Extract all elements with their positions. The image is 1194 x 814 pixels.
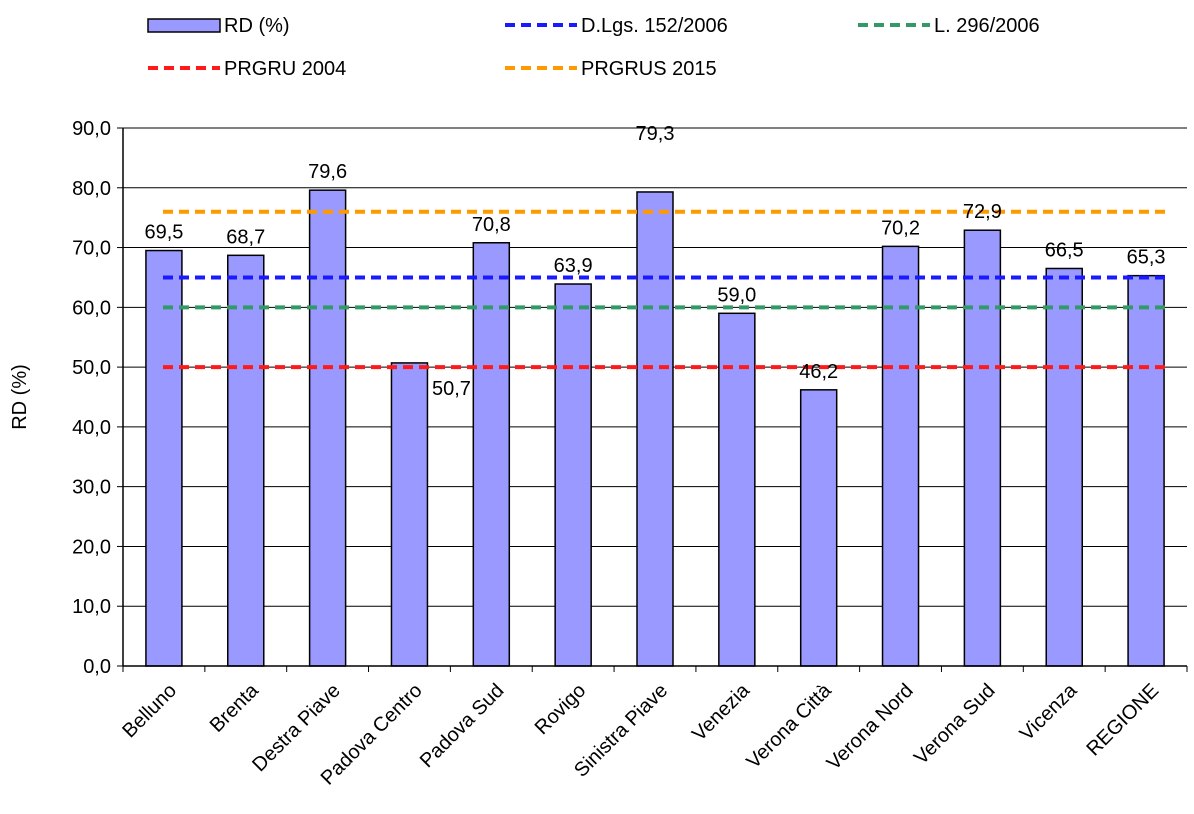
bar-sinistra-piave <box>636 191 674 667</box>
y-tick-label: 90,0 <box>72 118 111 140</box>
y-tick-label: 70,0 <box>72 238 111 260</box>
x-tick-label-rovigo: Rovigo <box>531 680 591 740</box>
y-tick-label: 30,0 <box>72 477 111 499</box>
legend-swatch <box>147 18 221 33</box>
data-label-destra-piave: 79,6 <box>308 161 347 183</box>
data-label-padova-centro: 50,7 <box>432 378 471 400</box>
bar-verona-citt <box>799 389 838 667</box>
bar-regione <box>1127 274 1165 667</box>
y-tick-labels: 0,0 10,0 20,0 30,0 40,0 50,0 60,0 70,0 80,0 90,0 <box>72 118 111 678</box>
data-label-verona-citt: 46,2 <box>799 361 838 383</box>
data-label-rovigo: 63,9 <box>554 255 593 277</box>
x-tick-label-verona-nord: Verona Nord <box>823 680 918 775</box>
data-label-venezia: 59,0 <box>717 284 756 306</box>
legend-label: PRGRU 2004 <box>224 58 346 80</box>
bar-destra-piave <box>308 189 347 667</box>
bar-vicenza <box>1045 267 1083 667</box>
data-label-belluno: 69,5 <box>144 222 183 244</box>
bar-belluno <box>145 249 183 667</box>
bar-brenta <box>227 254 265 667</box>
data-label-verona-sud: 72,9 <box>963 201 1002 223</box>
x-tick-label-venezia: Venezia <box>688 679 755 746</box>
legend-label: RD (%) <box>224 15 290 37</box>
legend-label: D.Lgs. 152/2006 <box>581 15 728 37</box>
y-axis-label: RD (%) <box>9 364 31 430</box>
legend-item-prgrus-2015: PRGRUS 2015 <box>505 58 717 80</box>
legend: RD (%) D.Lgs. 152/2006 L. 296/2006 PRGRU 20… <box>147 15 1040 80</box>
bar-rovigo <box>554 283 592 667</box>
y-tick-label: 80,0 <box>72 178 111 200</box>
data-label-brenta: 68,7 <box>226 226 265 248</box>
data-label-vicenza: 66,5 <box>1045 239 1084 261</box>
axes <box>117 127 1188 672</box>
data-label-padova-sud: 70,8 <box>472 214 511 236</box>
data-label-regione: 65,3 <box>1127 247 1166 269</box>
legend-label: PRGRUS 2015 <box>581 58 717 80</box>
x-tick-label-regione: REGIONE <box>1082 680 1163 761</box>
y-tick-label: 10,0 <box>72 596 111 618</box>
x-tick-label-verona-sud: Verona Sud <box>910 680 999 769</box>
legend-label: L. 296/2006 <box>934 15 1040 37</box>
bars <box>145 189 1165 667</box>
y-tick-label: 40,0 <box>72 417 111 439</box>
x-tick-label-vicenza: Vicenza <box>1016 679 1082 745</box>
x-tick-label-brenta: Brenta <box>206 679 264 737</box>
y-tick-label: 20,0 <box>72 536 111 558</box>
bar-padova-sud <box>472 242 511 667</box>
data-labels: 69,5 68,7 79,6 50,7 70,8 63,9 79,3 59,0 46,2 70,2… <box>144 123 1165 400</box>
y-tick-label: 50,0 <box>72 357 111 379</box>
legend-item-l-296-2006: L. 296/2006 <box>858 15 1040 37</box>
bar-padova-centro <box>390 362 429 667</box>
bar-verona-nord <box>881 245 920 667</box>
bar-venezia <box>718 312 756 667</box>
x-tick-label-belluno: Belluno <box>118 680 181 743</box>
y-tick-label: 0,0 <box>83 656 111 678</box>
bar-verona-sud <box>963 229 1002 667</box>
reference-lines <box>163 209 1171 370</box>
legend-item-prgru-2004: PRGRU 2004 <box>148 58 346 80</box>
x-tick-label-padova-sud: Padova Sud <box>416 680 509 773</box>
data-label-verona-nord: 70,2 <box>881 217 920 239</box>
data-label-sinistra-piave: 79,3 <box>636 123 675 145</box>
y-tick-label: 60,0 <box>72 297 111 319</box>
legend-item-d-lgs-152-2006: D.Lgs. 152/2006 <box>505 15 728 37</box>
legend-item-rd: RD (%) <box>147 15 290 37</box>
